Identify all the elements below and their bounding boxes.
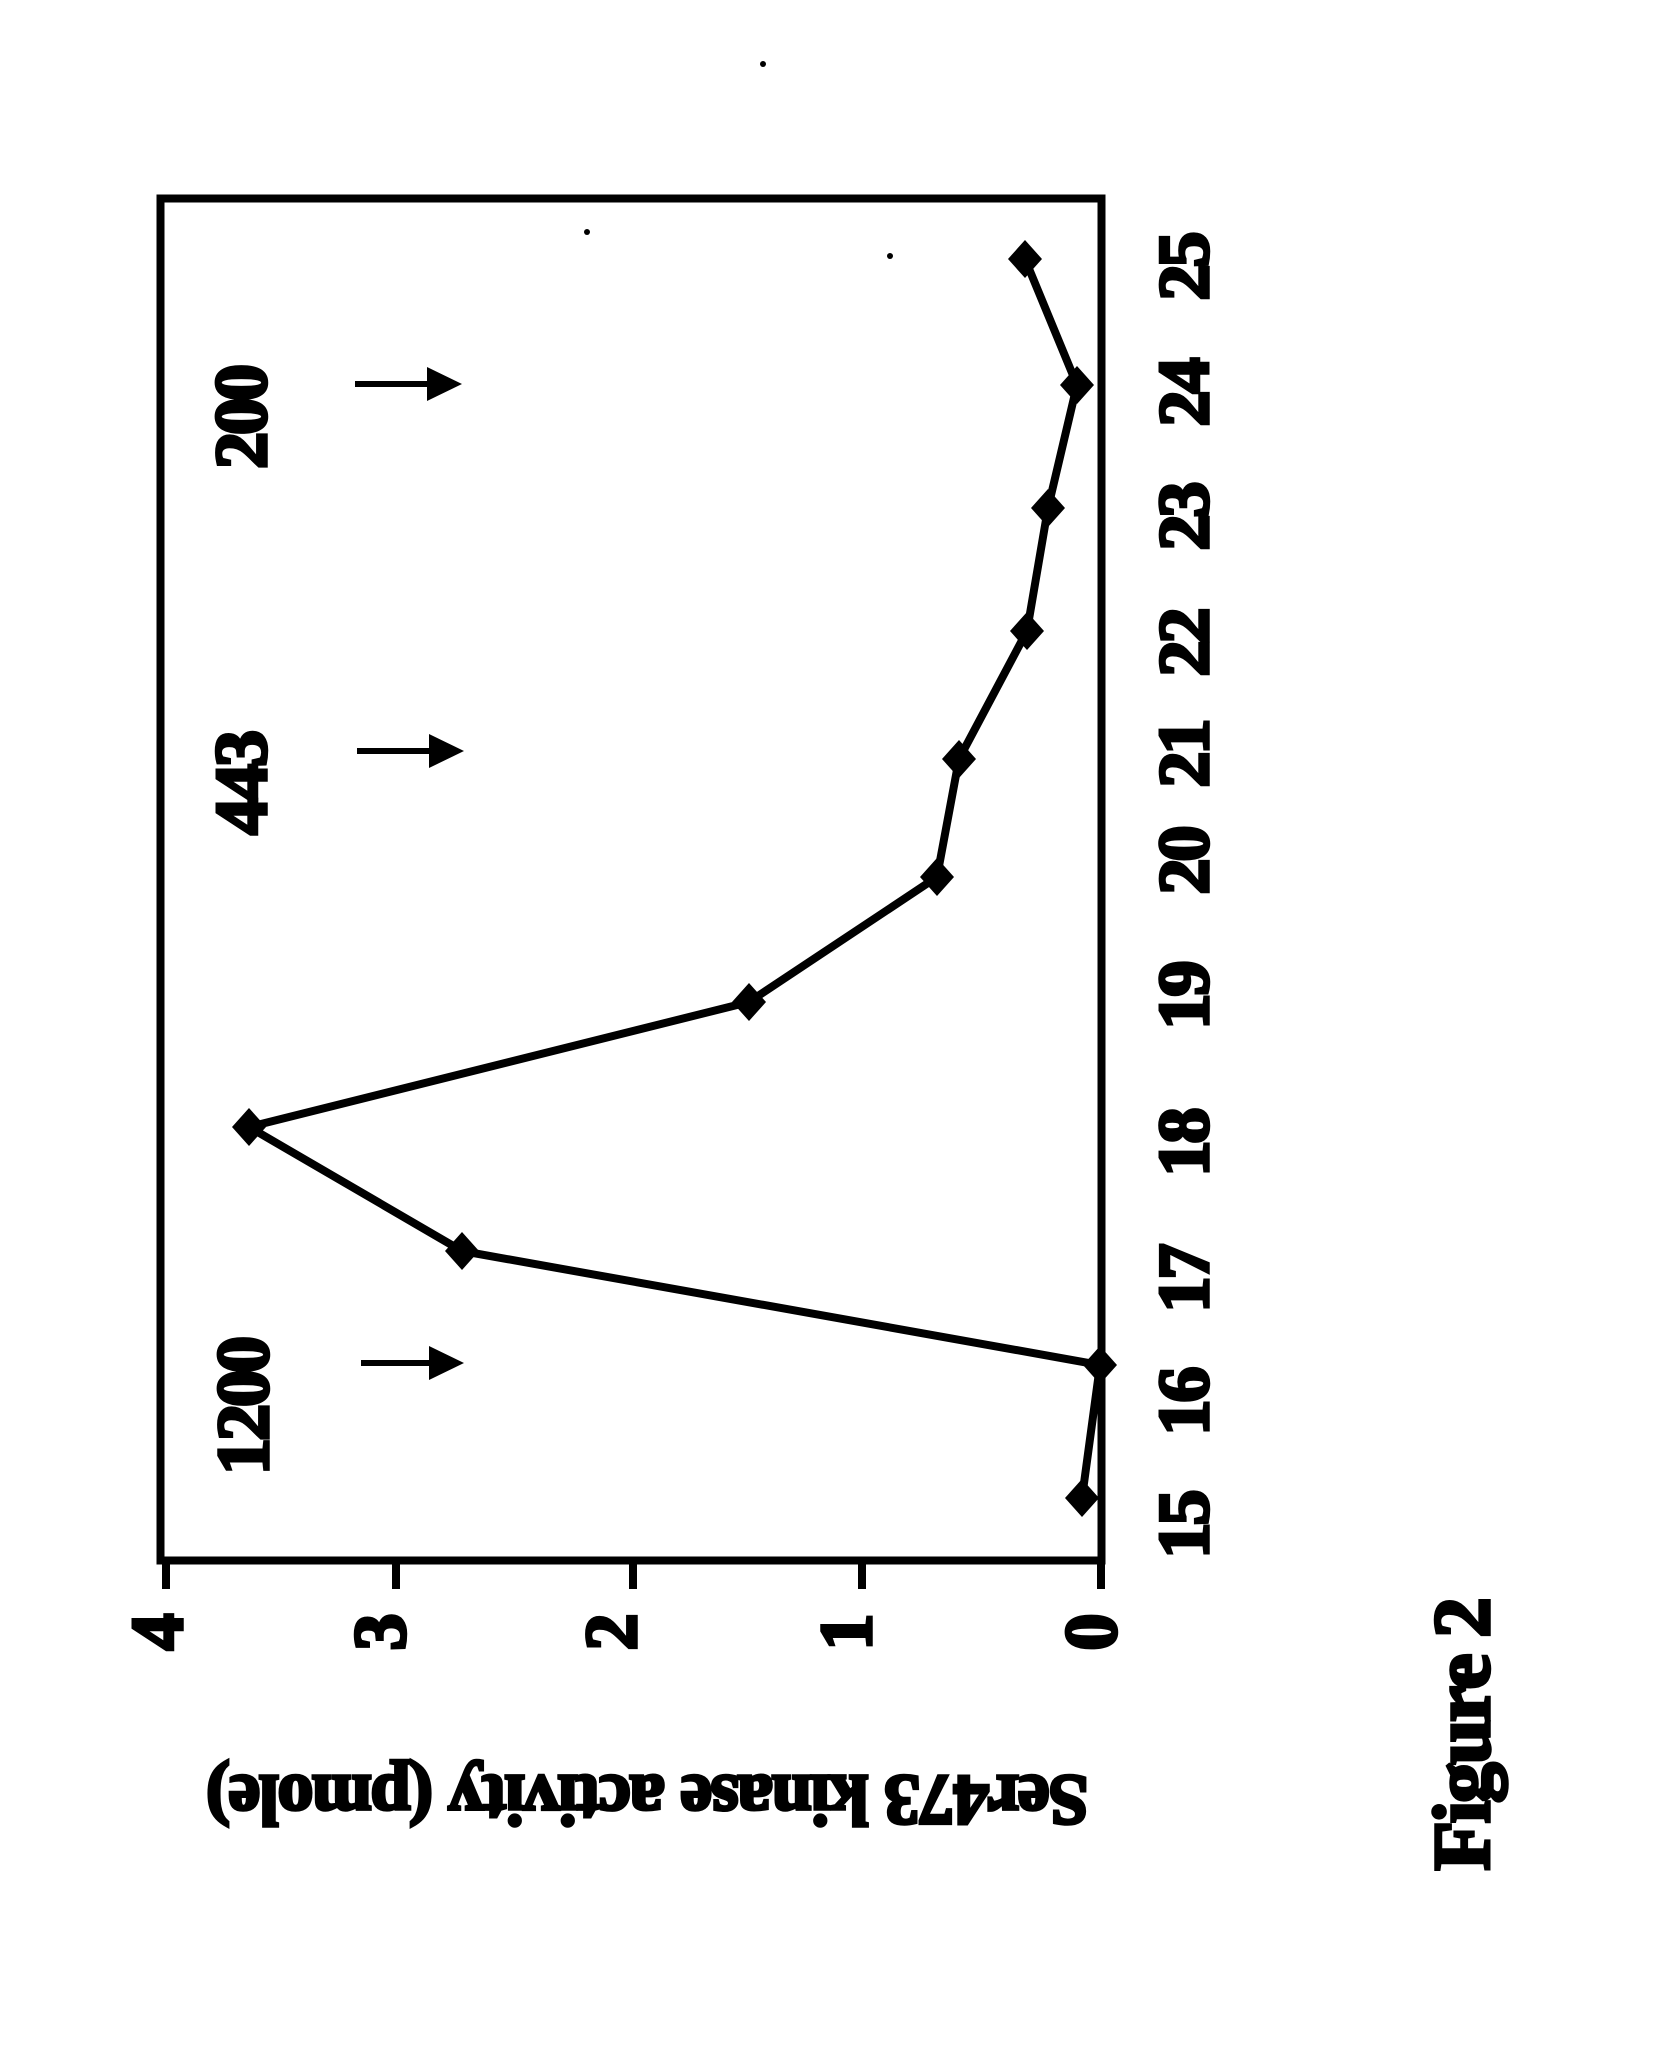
svg-text:25: 25 xyxy=(1144,234,1224,301)
svg-text:20: 20 xyxy=(1144,828,1224,895)
svg-text:15: 15 xyxy=(1144,1492,1224,1559)
svg-text:200: 200 xyxy=(201,366,283,469)
svg-text:Figure 2: Figure 2 xyxy=(1417,1599,1507,1870)
svg-text:2: 2 xyxy=(571,1614,653,1651)
svg-text:16: 16 xyxy=(1144,1369,1224,1436)
svg-text:18: 18 xyxy=(1144,1110,1224,1177)
svg-text:21: 21 xyxy=(1144,722,1224,788)
svg-text:24: 24 xyxy=(1144,359,1224,427)
svg-text:1: 1 xyxy=(806,1614,888,1651)
svg-text:0: 0 xyxy=(1051,1614,1133,1651)
svg-text:4: 4 xyxy=(117,1614,199,1651)
svg-text:3: 3 xyxy=(340,1614,422,1651)
svg-text:23: 23 xyxy=(1144,484,1224,551)
svg-text:Ser473 kinase activity (pmole): Ser473 kinase activity (pmole) xyxy=(208,1760,1089,1840)
svg-text:17: 17 xyxy=(1144,1245,1224,1313)
svg-text:19: 19 xyxy=(1144,963,1224,1030)
svg-text:22: 22 xyxy=(1144,611,1224,677)
svg-text:443: 443 xyxy=(201,732,283,835)
svg-text:1200: 1200 xyxy=(203,1338,285,1475)
